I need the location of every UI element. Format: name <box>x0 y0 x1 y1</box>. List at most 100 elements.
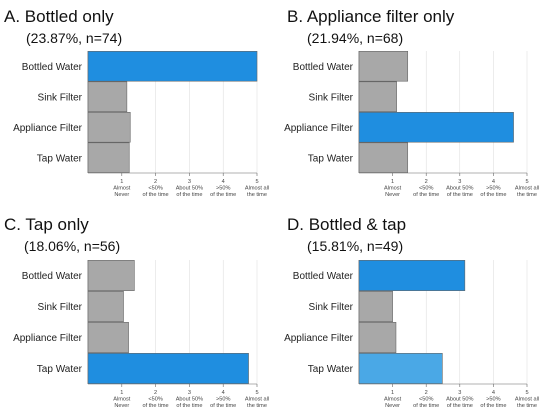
category-label: Bottled Water <box>22 271 83 282</box>
x-tick-label: 5 <box>255 390 258 396</box>
chart-panel-b: B. Appliance filter only (21.94%, n=68) Bo… <box>284 7 539 198</box>
bar-bottled-water <box>358 260 466 291</box>
x-tick-label: 1 <box>120 179 123 185</box>
x-tick-label: 1 <box>391 390 394 396</box>
x-tick-label: of the time <box>413 192 439 198</box>
x-tick-label: of the time <box>143 192 169 198</box>
x-tick-label: About 50% <box>176 397 203 403</box>
category-label: Appliance Filter <box>13 333 83 344</box>
x-tick-label: 4 <box>222 390 225 396</box>
x-tick-label: <50% <box>419 397 433 403</box>
bar-bottled-water <box>87 260 135 291</box>
x-tick-label: 1 <box>391 179 394 185</box>
category-label: Bottled Water <box>293 271 354 282</box>
bar-tap-water <box>358 142 409 173</box>
x-tick-label: 5 <box>525 179 528 185</box>
panel-subtitle: (21.94%, n=68) <box>307 30 403 46</box>
x-tick-label: About 50% <box>176 186 203 192</box>
chart-panel-c: C. Tap only (18.06%, n=56) Bottled Water Si… <box>4 215 269 409</box>
chart-panel-a: A. Bottled only (23.87%, n=74) Bottled Wat… <box>4 7 269 198</box>
panel-subtitle: (15.81%, n=49) <box>307 238 403 254</box>
x-tick-label: Almost all <box>515 186 539 192</box>
x-tick-label: of the time <box>480 403 506 409</box>
category-label: Sink Filter <box>309 302 354 313</box>
x-tick-label: 5 <box>255 179 258 185</box>
x-tick-label: Almost <box>384 186 402 192</box>
bar-appliance-filter <box>358 322 397 353</box>
category-label: Sink Filter <box>38 302 83 313</box>
bar-appliance-filter <box>87 112 131 143</box>
x-tick-label: >50% <box>216 186 230 192</box>
x-tick-label: of the time <box>176 192 202 198</box>
x-tick-label: Never <box>114 403 129 409</box>
panel-title: D. Bottled & tap <box>287 215 406 234</box>
x-tick-label: the time <box>517 192 537 198</box>
x-tick-label: 3 <box>458 179 461 185</box>
x-tick-label: Almost all <box>515 397 539 403</box>
panel-title: B. Appliance filter only <box>287 7 455 26</box>
category-label: Tap Water <box>37 153 83 164</box>
x-tick-label: 2 <box>425 179 428 185</box>
x-tick-label: About 50% <box>446 397 473 403</box>
bar-appliance-filter <box>358 112 514 143</box>
bar-sink-filter <box>358 81 397 112</box>
category-label: Tap Water <box>37 364 83 375</box>
x-tick-label: >50% <box>486 186 500 192</box>
x-tick-label: of the time <box>447 403 473 409</box>
x-tick-label: <50% <box>419 186 433 192</box>
chart-panel-d: D. Bottled & tap (15.81%, n=49) Bottled Wa… <box>284 215 539 409</box>
x-tick-label: Never <box>385 192 400 198</box>
x-tick-label: >50% <box>216 397 230 403</box>
panel-title: C. Tap only <box>4 215 89 234</box>
x-tick-label: of the time <box>413 403 439 409</box>
bar-appliance-filter <box>87 322 129 353</box>
panel-subtitle: (18.06%, n=56) <box>24 238 120 254</box>
category-label: Tap Water <box>308 153 354 164</box>
x-tick-label: 2 <box>425 390 428 396</box>
x-tick-label: >50% <box>486 397 500 403</box>
bar-bottled-water <box>358 51 409 82</box>
x-tick-label: Never <box>385 403 400 409</box>
x-tick-label: of the time <box>176 403 202 409</box>
x-tick-label: 4 <box>492 390 495 396</box>
x-tick-label: 4 <box>492 179 495 185</box>
x-tick-label: <50% <box>148 186 162 192</box>
bar-tap-water <box>358 353 443 384</box>
category-label: Sink Filter <box>309 92 354 103</box>
category-label: Tap Water <box>308 364 354 375</box>
x-tick-label: Never <box>114 192 129 198</box>
category-label: Appliance Filter <box>13 123 83 134</box>
x-tick-label: Almost <box>113 397 131 403</box>
x-tick-label: 3 <box>188 179 191 185</box>
category-label: Bottled Water <box>293 62 354 73</box>
x-tick-label: the time <box>517 403 537 409</box>
x-tick-label: the time <box>247 403 267 409</box>
x-tick-label: 1 <box>120 390 123 396</box>
bar-sink-filter <box>358 291 393 322</box>
bar-tap-water <box>87 353 249 384</box>
bar-tap-water <box>87 142 130 173</box>
x-tick-label: the time <box>247 192 267 198</box>
x-tick-label: 3 <box>188 390 191 396</box>
x-tick-label: of the time <box>210 192 236 198</box>
x-tick-label: 2 <box>154 179 157 185</box>
x-tick-label: of the time <box>143 403 169 409</box>
x-tick-label: Almost <box>384 397 402 403</box>
x-tick-label: Almost all <box>245 397 269 403</box>
x-tick-label: of the time <box>480 192 506 198</box>
panel-title: A. Bottled only <box>4 7 114 26</box>
panel-subtitle: (23.87%, n=74) <box>26 30 122 46</box>
x-tick-label: 4 <box>222 179 225 185</box>
x-tick-label: of the time <box>447 192 473 198</box>
x-tick-label: Almost all <box>245 186 269 192</box>
category-label: Sink Filter <box>38 92 83 103</box>
x-tick-label: 2 <box>154 390 157 396</box>
bar-bottled-water <box>87 51 258 82</box>
x-tick-label: 3 <box>458 390 461 396</box>
category-label: Appliance Filter <box>284 123 354 134</box>
bar-sink-filter <box>87 81 128 112</box>
x-tick-label: 5 <box>525 390 528 396</box>
x-tick-label: of the time <box>210 403 236 409</box>
x-tick-label: Almost <box>113 186 131 192</box>
